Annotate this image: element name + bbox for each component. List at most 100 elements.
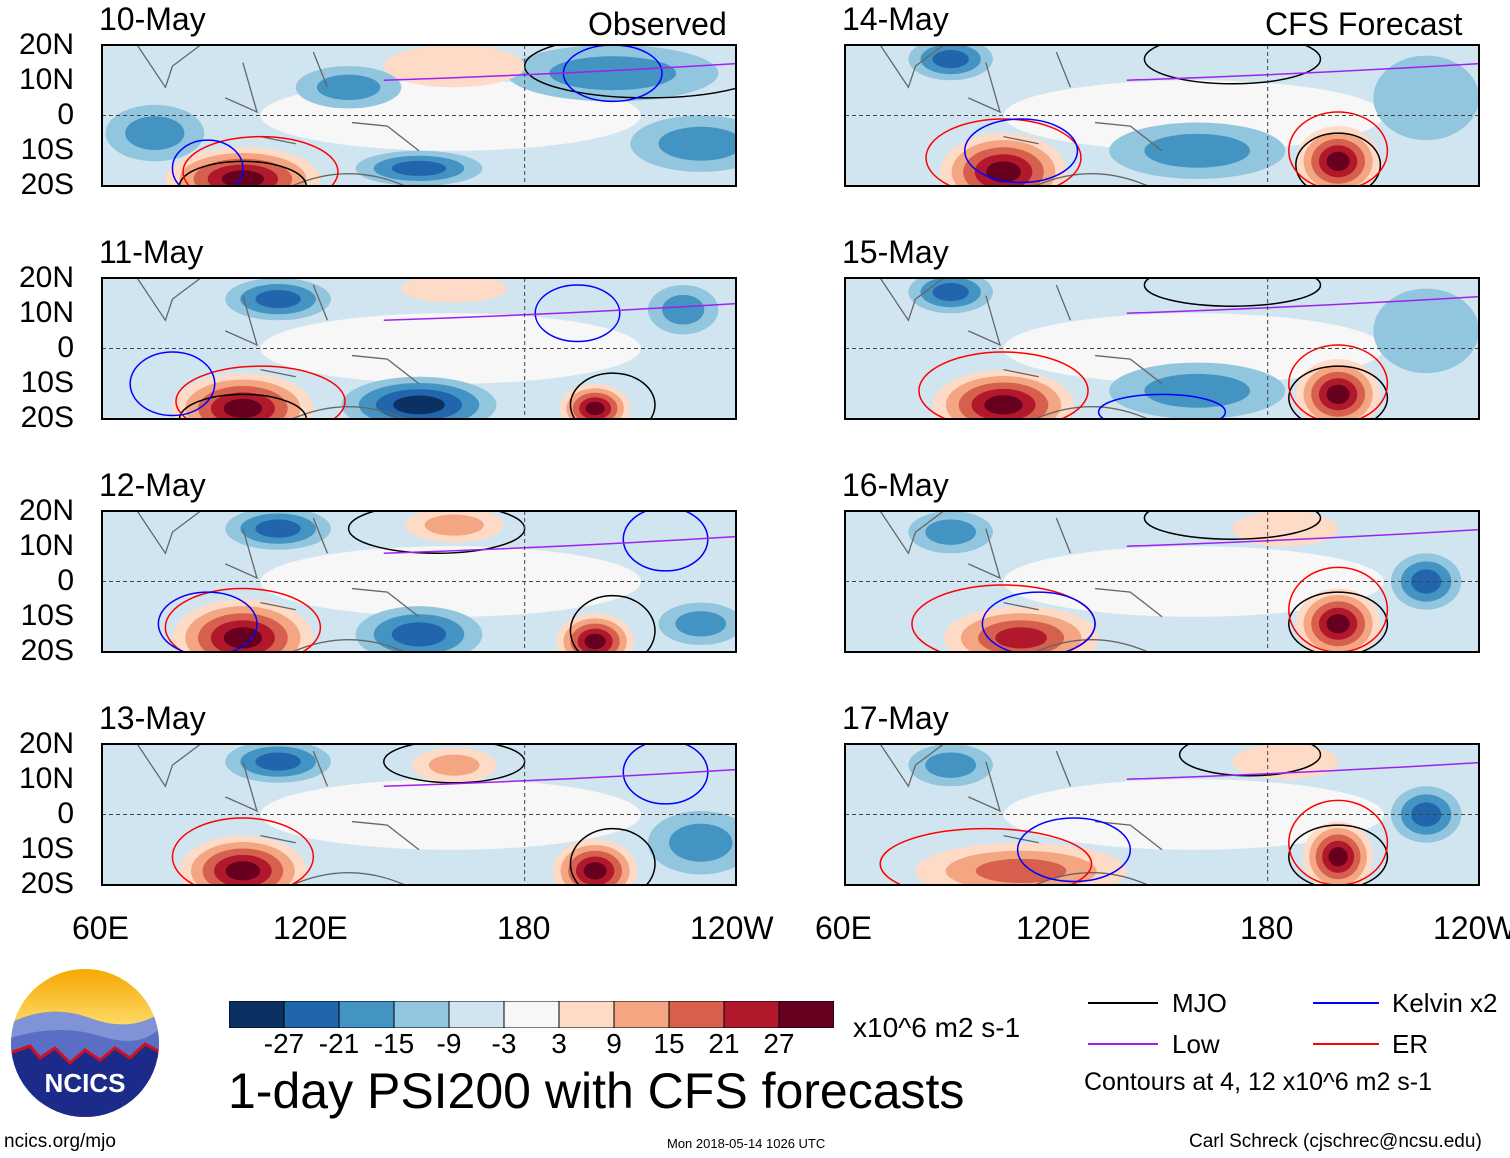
colorbar-swatch: [393, 1001, 450, 1028]
anomaly-shading: [221, 170, 265, 186]
er-contour: [1288, 344, 1389, 419]
anomaly-shading: [675, 611, 727, 637]
ncics-logo: NCICS: [11, 969, 159, 1117]
colorbar-tick: -15: [373, 1028, 415, 1059]
anomaly-shading: [125, 116, 185, 151]
er-contour: [918, 351, 1089, 419]
panel-date: 11-May: [99, 234, 204, 270]
footer-url: ncics.org/mjo: [4, 1131, 116, 1152]
colorbar-swatch: [668, 1001, 725, 1028]
low-contour: [383, 302, 736, 322]
colorbar-swatch: [778, 1001, 834, 1028]
panel-frame: [101, 44, 737, 187]
anomaly-shading: [316, 74, 381, 100]
figure-title: 1-day PSI200 with CFS forecasts: [228, 1063, 965, 1119]
anomaly-shading: [984, 395, 1023, 415]
anomaly-shading: [932, 50, 969, 69]
anomaly-shading: [662, 294, 705, 325]
er-contour: [925, 118, 1082, 186]
x-tick-label: 120W: [1433, 910, 1510, 946]
coastline: [879, 45, 1163, 186]
anomaly-shading: [428, 754, 480, 776]
y-tick-label: 20S: [20, 634, 74, 667]
panel-frame: [101, 743, 737, 886]
panel-date: 16-May: [842, 467, 949, 503]
anomaly-shading: [995, 627, 1047, 649]
kelvin-contour: [981, 591, 1096, 652]
anomaly-shading: [932, 283, 969, 302]
colorbar-tick: -27: [263, 1028, 305, 1059]
mjo-contour: [569, 372, 656, 419]
low-contour: [1126, 528, 1479, 547]
coastline: [136, 511, 420, 652]
colorbar-tick: 3: [551, 1028, 567, 1059]
anomaly-shading: [583, 862, 607, 880]
kelvin-contour: [1016, 817, 1132, 883]
er-contour: [182, 135, 339, 186]
y-tick-label: 20S: [20, 168, 74, 201]
colorbar-swatch: [448, 1001, 505, 1028]
map-panel: [101, 743, 737, 886]
map-panel: [844, 510, 1480, 653]
er-contour: [879, 827, 1093, 885]
er-contour: [1288, 111, 1389, 186]
y-tick-label: 20N: [18, 727, 74, 760]
y-tick-label: 20N: [18, 494, 74, 527]
colorbar-swatch: [229, 1001, 285, 1028]
colorbar-swatch: [613, 1001, 670, 1028]
colorbar-swatch: [723, 1001, 780, 1028]
kelvin-contour: [622, 744, 709, 805]
panel-frame: [844, 510, 1480, 653]
panel-frame: [844, 277, 1480, 420]
colorbar-tick: -3: [491, 1028, 517, 1059]
panel-frame: [101, 510, 737, 653]
footer-timestamp: Mon 2018-05-14 1026 UTC: [667, 1136, 826, 1151]
kelvin-contour: [1097, 393, 1227, 419]
colorbar-swatch: [558, 1001, 615, 1028]
er-line: [1313, 1043, 1379, 1045]
anomaly-shading: [391, 160, 447, 176]
low-contour: [1126, 295, 1479, 314]
map-panel: [101, 44, 737, 187]
panel-frame: [101, 277, 737, 420]
panel-date: 13-May: [99, 700, 206, 736]
legend-mjo: MJO: [1172, 988, 1227, 1018]
y-tick-label: 0: [57, 797, 74, 830]
coastline: [136, 744, 420, 885]
colorbar-tick: -21: [318, 1028, 360, 1059]
anomaly-shading: [393, 395, 445, 415]
low-contour: [383, 768, 736, 788]
colorbar-tick: 27: [763, 1028, 795, 1059]
low-contour: [383, 535, 736, 555]
y-tick-label: 10S: [20, 599, 74, 632]
panel-date: 17-May: [842, 700, 949, 736]
mjo-contour: [569, 594, 656, 652]
panel-date: 12-May: [99, 467, 206, 503]
mjo-contour: [1143, 278, 1322, 307]
anomaly-shading: [255, 290, 301, 309]
y-tick-label: 10S: [20, 366, 74, 399]
kelvin-contour: [171, 139, 244, 186]
anomaly-shading: [658, 126, 736, 161]
anomaly-shading: [669, 823, 733, 862]
colorbar-tick: -9: [436, 1028, 462, 1059]
anomaly-shading: [424, 514, 484, 536]
y-tick-label: 10N: [18, 63, 74, 96]
anomaly-shading: [223, 627, 263, 649]
anomaly-shading: [255, 519, 301, 538]
anomaly-shading: [925, 752, 977, 778]
colorbar-tick: 21: [708, 1028, 740, 1059]
coastline: [136, 45, 420, 186]
x-tick-label: 120E: [273, 910, 348, 946]
map-panel: [844, 44, 1480, 187]
mjo-contour: [1288, 824, 1389, 885]
anomaly-shading: [585, 401, 605, 416]
anomaly-shading: [549, 56, 677, 91]
kelvin-contour: [622, 511, 709, 572]
coastline: [879, 278, 1163, 419]
x-tick-label: 60E: [815, 910, 872, 946]
anomaly-shading: [1373, 288, 1479, 374]
kelvin-contour: [157, 591, 258, 652]
y-tick-label: 10S: [20, 832, 74, 865]
